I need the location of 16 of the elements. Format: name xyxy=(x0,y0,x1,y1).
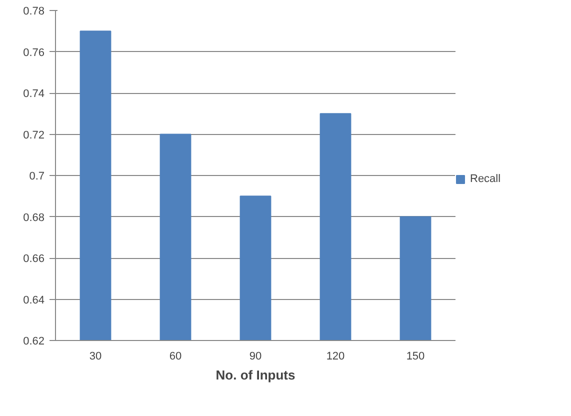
y-tick-label: 0.64 xyxy=(23,294,45,306)
x-tick-label: 60 xyxy=(169,350,182,362)
y-tick-label: 0.78 xyxy=(23,6,45,18)
legend-label: Recall xyxy=(470,173,501,185)
x-axis-title: No. of Inputs xyxy=(216,368,296,382)
x-tick-label: 30 xyxy=(89,350,102,362)
x-tick-label: 90 xyxy=(249,350,262,362)
y-tick-label: 0.72 xyxy=(23,129,45,142)
y-tick-label: 0.66 xyxy=(23,253,45,265)
x-tick-label: 150 xyxy=(406,350,425,362)
y-tick-label: 0.62 xyxy=(23,336,45,348)
y-tick-label: 0.7 xyxy=(29,170,45,182)
y-tick-label: 0.68 xyxy=(23,212,45,224)
y-tick-label: 0.74 xyxy=(23,88,45,100)
y-tick-label: 0.76 xyxy=(23,46,45,59)
x-tick-label: 120 xyxy=(326,350,345,362)
